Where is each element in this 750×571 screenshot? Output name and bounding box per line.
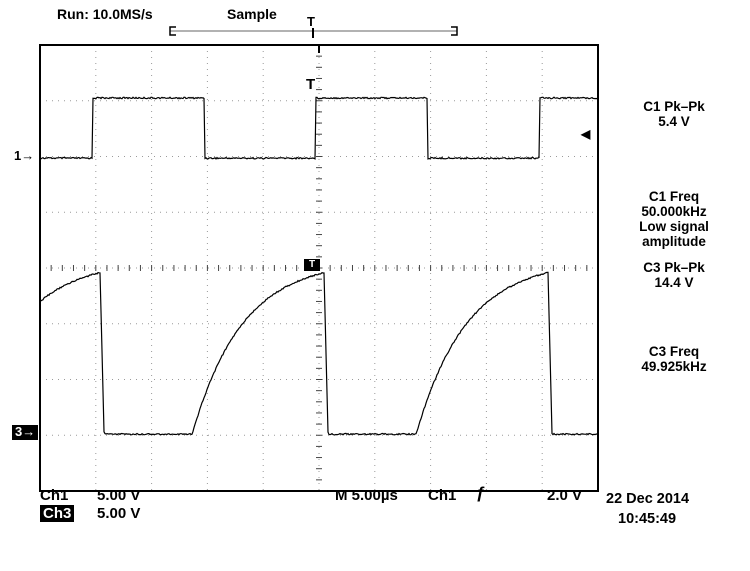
measurement-note: Low signal (639, 219, 709, 234)
measurement-c1-freq: C1 Freq 50.000kHz Low signal amplitude (600, 189, 748, 249)
record-trigger-label: T (307, 14, 315, 29)
measurement-title: C1 Freq (648, 189, 700, 204)
measurement-value: 14.4 V (654, 275, 694, 290)
measurement-c1-pkpk: C1 Pk–Pk 5.4 V (600, 99, 748, 129)
measurement-note: amplitude (642, 234, 706, 249)
measurement-c3-pkpk: C3 Pk–Pk 14.4 V (600, 260, 748, 290)
time-readout: 10:45:49 (618, 511, 677, 527)
ch1-ground-marker: 1→ (14, 148, 35, 163)
date-readout: 22 Dec 2014 (606, 491, 690, 507)
ch3-label: Ch3 (40, 505, 75, 523)
trigger-level: 2.0 V (547, 487, 583, 504)
run-status: Run: 10.0MS/s (57, 6, 153, 22)
measurement-c3-freq: C3 Freq 49.925kHz (600, 344, 748, 374)
trigger-source: Ch1 (428, 487, 457, 504)
ch3-scale: 5.00 V (97, 505, 141, 522)
ch1-scale: 5.00 V (97, 487, 141, 504)
trigger-slope-icon: ƒ (476, 483, 486, 502)
measurement-title: C1 Pk–Pk (643, 99, 705, 114)
measurement-value: 50.000kHz (641, 204, 707, 219)
center-trigger-flag: T (304, 259, 320, 271)
ch3-trace (39, 271, 599, 436)
trigger-position-label: T (306, 76, 316, 93)
timebase-readout: M 5.00µs (335, 487, 398, 504)
ch1-trace (39, 96, 599, 160)
ch1-label: Ch1 (40, 487, 69, 504)
measurement-value: 49.925kHz (641, 359, 707, 374)
measurement-title: C3 Freq (648, 344, 700, 359)
ch3-ground-marker: 3→ (12, 424, 39, 440)
trigger-level-arrow-icon: ◀ (581, 127, 591, 141)
acquisition-mode: Sample (227, 6, 277, 22)
measurement-value: 5.4 V (658, 114, 690, 129)
measurement-title: C3 Pk–Pk (643, 260, 705, 275)
